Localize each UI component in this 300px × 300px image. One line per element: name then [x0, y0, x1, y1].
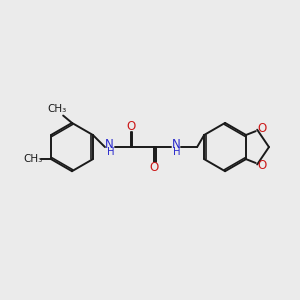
Text: N: N — [105, 138, 114, 151]
Text: N: N — [172, 138, 180, 151]
Text: O: O — [150, 161, 159, 174]
Text: H: H — [173, 147, 181, 158]
Text: O: O — [258, 159, 267, 172]
Text: O: O — [258, 122, 267, 135]
Text: CH₃: CH₃ — [23, 154, 42, 164]
Text: O: O — [126, 120, 136, 133]
Text: H: H — [107, 147, 114, 158]
Text: CH₃: CH₃ — [47, 104, 66, 114]
